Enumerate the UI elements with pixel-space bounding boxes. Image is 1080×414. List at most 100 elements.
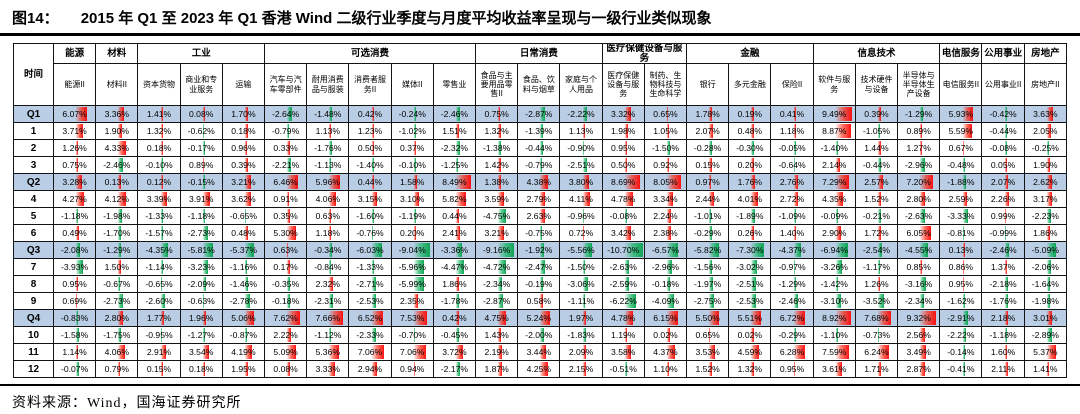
- title-divider: [0, 33, 1080, 36]
- return-value: 0.42%: [442, 313, 467, 323]
- positive-data-bar: [498, 192, 505, 206]
- month-row: 8 0.95% -0.67% -0.65% -2.09% -1.46% -0.35% 2.32…: [13, 275, 1068, 293]
- negative-data-bar: [160, 260, 163, 274]
- positive-data-bar: [413, 362, 416, 376]
- return-cell: -1.92%: [517, 241, 561, 259]
- negative-data-bar: [76, 260, 84, 274]
- return-cell: 7.06%: [390, 343, 434, 361]
- negative-data-bar: [456, 260, 464, 274]
- negative-data-bar: [878, 209, 881, 223]
- positive-data-bar: [456, 124, 459, 138]
- return-value: -2.34%: [483, 279, 511, 289]
- return-value: 2.91%: [146, 347, 172, 357]
- return-cell: 5.06%: [221, 309, 266, 327]
- return-cell: 7.59%: [812, 343, 856, 361]
- sector-group-header: 金融: [686, 43, 814, 64]
- return-cell: 2.57%: [854, 173, 899, 191]
- return-value: -1.98%: [103, 211, 131, 221]
- return-value: 5.37%: [1033, 347, 1058, 357]
- return-value: -0.15%: [187, 177, 215, 187]
- return-cell: 1.97%: [559, 309, 603, 327]
- positive-data-bar: [1004, 175, 1009, 189]
- positive-data-bar: [962, 243, 965, 257]
- negative-data-bar: [709, 226, 712, 240]
- negative-data-bar: [413, 209, 416, 223]
- return-cell: 0.17%: [264, 258, 308, 276]
- return-cell: 0.12%: [137, 173, 181, 191]
- return-value: 4.06%: [315, 194, 340, 204]
- positive-data-bar: [624, 328, 627, 342]
- negative-data-bar: [160, 277, 162, 291]
- return-value: -2.46%: [103, 160, 131, 170]
- return-cell: -1.98%: [95, 207, 139, 225]
- return-cell: 1.26%: [854, 275, 899, 293]
- return-value: -1.10%: [820, 330, 848, 340]
- row-label: Q4: [13, 309, 54, 327]
- return-value: -1.56%: [694, 262, 722, 272]
- positive-data-bar: [582, 124, 585, 138]
- negative-data-bar: [76, 328, 79, 342]
- return-cell: -3.10%: [812, 292, 856, 310]
- return-value: 1.32%: [737, 364, 763, 374]
- negative-data-bar: [582, 107, 587, 121]
- negative-data-bar: [202, 209, 205, 223]
- negative-data-bar: [751, 260, 757, 274]
- return-value: 1.98%: [611, 126, 636, 136]
- return-cell: -2.60%: [137, 292, 181, 310]
- negative-data-bar: [582, 260, 586, 274]
- positive-data-bar: [624, 124, 629, 138]
- return-value: -2.73%: [187, 228, 215, 238]
- positive-data-bar: [160, 124, 163, 138]
- return-value: 4.11%: [569, 194, 593, 204]
- row-label: 7: [13, 258, 54, 276]
- return-value: 2.80%: [104, 313, 129, 323]
- return-value: 2.22%: [273, 330, 298, 340]
- negative-data-bar: [540, 107, 546, 121]
- negative-data-bar: [329, 107, 332, 121]
- return-cell: 0.41%: [770, 105, 814, 123]
- return-value: 4.25%: [526, 364, 552, 374]
- figure-title-text: 2015 年 Q1 至 2023 年 Q1 香港 Wind 二级行业季度与月度平…: [80, 10, 712, 27]
- negative-data-bar: [202, 328, 206, 342]
- return-cell: -2.73%: [95, 292, 139, 310]
- return-value: 2.59%: [948, 194, 974, 204]
- return-value: 2.87%: [906, 364, 931, 374]
- positive-data-bar: [920, 141, 923, 155]
- return-cell: -0.09%: [812, 207, 856, 225]
- return-value: 7.29%: [822, 177, 847, 187]
- return-value: 5.96%: [315, 177, 340, 187]
- return-value: 3.58%: [611, 347, 636, 357]
- return-cell: 2.07%: [981, 173, 1025, 191]
- return-value: 1.18%: [779, 126, 805, 136]
- return-value: -0.87%: [229, 330, 258, 340]
- negative-data-bar: [287, 107, 292, 121]
- return-value: 5.82%: [442, 194, 467, 204]
- negative-data-bar: [413, 277, 425, 291]
- return-cell: 2.79%: [517, 190, 561, 208]
- return-cell: 0.44%: [348, 173, 392, 191]
- positive-data-bar: [540, 175, 549, 189]
- return-cell: 6.72%: [770, 309, 814, 327]
- negative-data-bar: [371, 277, 377, 291]
- return-cell: 0.08%: [179, 105, 223, 123]
- return-cell: -5.99%: [390, 275, 434, 293]
- return-value: -2.87%: [483, 296, 511, 306]
- return-value: -0.19%: [525, 279, 553, 289]
- return-value: -1.18%: [187, 211, 215, 221]
- return-cell: 4.37%: [643, 343, 688, 361]
- positive-data-bar: [751, 362, 754, 376]
- return-value: 4.33%: [104, 143, 129, 153]
- return-value: -1.25%: [440, 160, 469, 170]
- positive-data-bar: [709, 345, 716, 359]
- return-value: -1.46%: [229, 279, 258, 289]
- return-value: 7.66%: [315, 313, 340, 323]
- return-value: -1.05%: [862, 126, 891, 136]
- positive-data-bar: [920, 175, 933, 189]
- return-cell: 1.52%: [854, 190, 899, 208]
- return-value: 0.39%: [231, 160, 256, 170]
- negative-data-bar: [202, 226, 208, 240]
- return-value: 4.78%: [611, 313, 636, 323]
- return-value: -1.57%: [145, 228, 173, 238]
- positive-data-bar: [202, 158, 205, 172]
- return-cell: -0.10%: [390, 156, 434, 174]
